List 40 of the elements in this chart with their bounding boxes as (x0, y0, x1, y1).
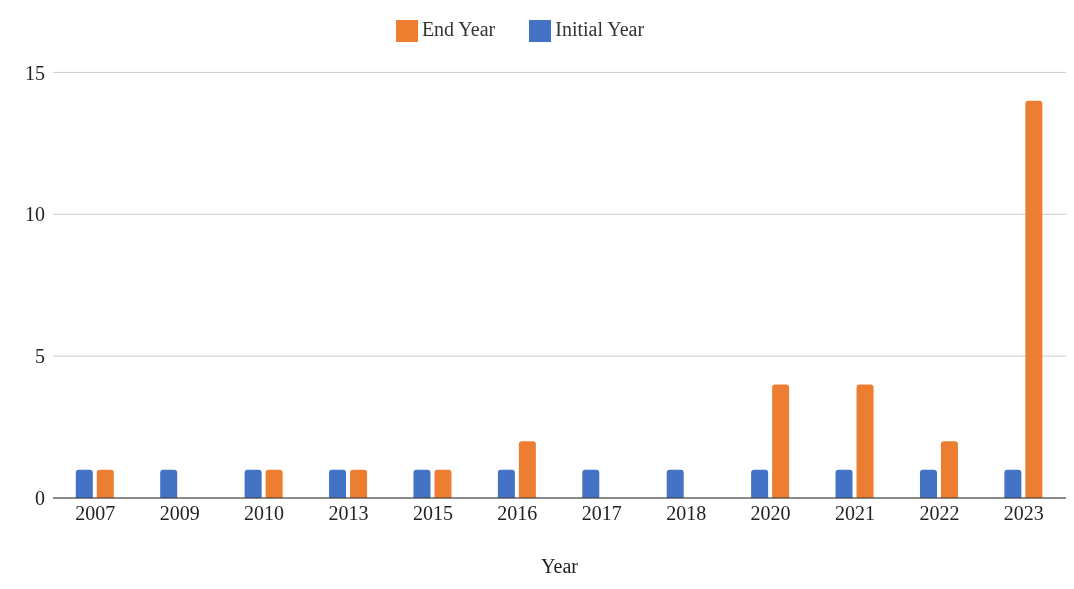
y-tick-label: 10 (25, 203, 45, 226)
y-tick-label: 5 (35, 345, 45, 368)
x-tick-label: 2017 (581, 502, 622, 525)
y-tick-label: 0 (35, 487, 45, 510)
bar (413, 469, 431, 498)
bar (265, 469, 283, 498)
bar (1004, 469, 1022, 498)
bar (96, 469, 114, 498)
bar (666, 469, 684, 498)
bar (772, 384, 790, 498)
x-tick-label: 2009 (159, 502, 200, 525)
x-tick-label: 2021 (834, 502, 875, 525)
bar (518, 441, 536, 498)
bar (919, 469, 937, 498)
legend-label: End Year (421, 18, 496, 40)
bar (160, 469, 178, 498)
bar (497, 469, 515, 498)
x-tick-label: 2023 (1003, 502, 1044, 525)
x-tick-label: 2022 (919, 502, 960, 525)
bar (329, 469, 347, 498)
bar (835, 469, 853, 498)
x-tick-label: 2020 (750, 502, 791, 525)
bar (856, 384, 874, 498)
x-tick-label: 2018 (666, 502, 707, 525)
bar (244, 469, 262, 498)
x-axis-title: Year (541, 555, 579, 577)
x-tick-label: 2016 (497, 502, 538, 525)
x-tick-label: 2007 (75, 502, 116, 525)
legend-label: Initial Year (555, 18, 645, 40)
bar (75, 469, 93, 498)
y-tick-label: 15 (25, 61, 45, 84)
x-tick-label: 2013 (328, 502, 369, 525)
bar (940, 441, 958, 498)
x-tick-label: 2015 (412, 502, 453, 525)
bar (1025, 100, 1043, 498)
bar (751, 469, 769, 498)
x-tick-label: 2010 (244, 502, 285, 525)
bar (582, 469, 600, 498)
bar (434, 469, 452, 498)
bar (350, 469, 368, 498)
